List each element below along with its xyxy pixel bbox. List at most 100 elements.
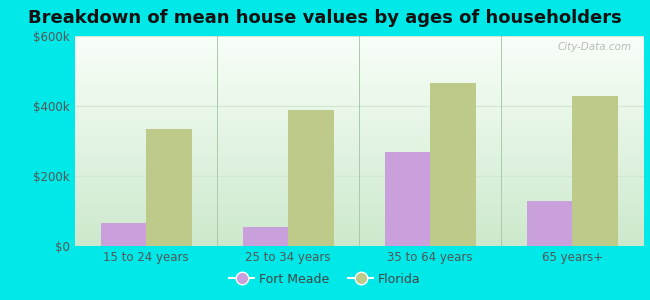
Bar [75, 105, 644, 107]
Bar [75, 93, 644, 95]
Bar [75, 240, 644, 242]
Bar [75, 137, 644, 139]
Bar [75, 51, 644, 53]
Bar [242, 227, 288, 246]
Bar [75, 187, 644, 189]
Bar [75, 59, 644, 61]
Bar [75, 200, 644, 202]
Bar [75, 55, 644, 57]
Bar [75, 206, 644, 208]
Bar [75, 214, 644, 217]
Bar [75, 219, 644, 221]
Bar [75, 236, 644, 238]
Bar [75, 63, 644, 65]
Bar [75, 238, 644, 240]
Bar [75, 103, 644, 105]
Bar [75, 101, 644, 103]
Bar [75, 118, 644, 120]
Bar [75, 208, 644, 210]
Bar [75, 233, 644, 236]
Bar [75, 154, 644, 156]
Bar [75, 53, 644, 55]
Bar [75, 36, 644, 38]
Bar [75, 72, 644, 74]
Bar [75, 202, 644, 204]
Bar [75, 107, 644, 110]
Bar [75, 124, 644, 126]
Bar [75, 40, 644, 42]
Bar [75, 143, 644, 145]
Bar [75, 49, 644, 51]
Bar [75, 57, 644, 59]
Bar [75, 227, 644, 229]
Bar [75, 185, 644, 187]
Bar [75, 221, 644, 223]
Bar [75, 99, 644, 101]
Bar [75, 198, 644, 200]
Bar [75, 112, 644, 114]
Bar [75, 46, 644, 49]
Bar [75, 95, 644, 97]
Bar [75, 162, 644, 164]
Bar [430, 83, 476, 246]
Bar [75, 172, 644, 175]
Bar [75, 42, 644, 44]
Bar [75, 204, 644, 206]
Text: City-Data.com: City-Data.com [558, 42, 632, 52]
Bar [75, 68, 644, 70]
Bar [75, 74, 644, 76]
Bar [75, 141, 644, 143]
Bar [75, 149, 644, 152]
Bar [75, 194, 644, 196]
Bar [75, 88, 644, 91]
Bar [75, 229, 644, 231]
Bar [75, 61, 644, 63]
Bar [75, 152, 644, 154]
Bar [75, 122, 644, 124]
Bar [75, 76, 644, 78]
Bar [75, 181, 644, 183]
Bar [75, 210, 644, 212]
Bar [75, 70, 644, 72]
Bar [75, 225, 644, 227]
Bar [75, 212, 644, 214]
Bar [75, 133, 644, 135]
Bar [75, 110, 644, 112]
Bar [75, 179, 644, 181]
Text: Breakdown of mean house values by ages of householders: Breakdown of mean house values by ages o… [28, 9, 622, 27]
Bar [75, 38, 644, 40]
Bar [75, 166, 644, 168]
Bar [75, 135, 644, 137]
Bar [75, 84, 644, 86]
Bar [75, 65, 644, 68]
Bar [75, 217, 644, 219]
Bar [75, 86, 644, 88]
Bar [75, 44, 644, 46]
Bar [75, 175, 644, 177]
Bar [75, 168, 644, 170]
Bar [75, 114, 644, 116]
Bar [146, 129, 192, 246]
Bar [75, 78, 644, 80]
Bar [526, 200, 572, 246]
Bar [75, 196, 644, 198]
Bar [75, 158, 644, 160]
Bar [75, 164, 644, 166]
Bar [385, 152, 430, 246]
Bar [75, 191, 644, 194]
Bar [75, 189, 644, 191]
Bar [288, 110, 333, 246]
Bar [75, 97, 644, 99]
Bar [75, 126, 644, 128]
Bar [75, 147, 644, 149]
Bar [75, 120, 644, 122]
Bar [75, 242, 644, 244]
Bar [75, 116, 644, 118]
Bar [75, 139, 644, 141]
Bar [75, 91, 644, 93]
Bar [75, 160, 644, 162]
Bar [75, 80, 644, 82]
Bar [75, 244, 644, 246]
Bar [101, 223, 146, 246]
Bar [75, 223, 644, 225]
